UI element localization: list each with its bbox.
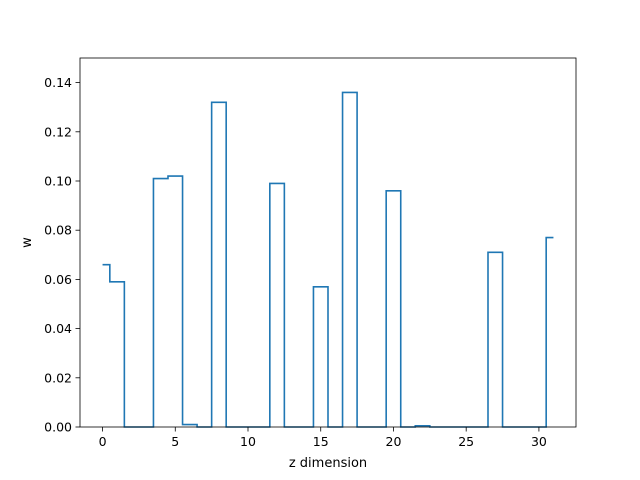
y-tick-label: 0.14: [44, 75, 72, 90]
y-axis-label: w: [20, 237, 35, 248]
x-tick-label: 25: [458, 434, 474, 449]
x-tick-label: 5: [171, 434, 179, 449]
x-axis-label: z dimension: [289, 456, 367, 471]
y-tick-label: 0.02: [44, 370, 72, 385]
x-tick-label: 15: [313, 434, 329, 449]
x-tick-label: 30: [531, 434, 547, 449]
x-tick-label: 20: [386, 434, 402, 449]
y-axis-ticks: 0.00 0.02 0.04 0.06 0.08 0.10 0.12 0.14: [44, 75, 80, 435]
y-tick-label: 0.06: [44, 272, 72, 287]
x-tick-label: 0: [99, 434, 107, 449]
plot-area: [102, 91, 554, 428]
y-tick-label: 0.08: [44, 223, 72, 238]
y-tick-label: 0.12: [44, 124, 72, 139]
axes-frame: [79, 57, 577, 428]
y-tick-label: 0.04: [44, 321, 72, 336]
series-step-line: [102, 91, 554, 428]
y-tick-label: 0.00: [44, 420, 72, 435]
x-axis-ticks: 0 5 10 15 20 25 30: [99, 427, 547, 449]
y-tick-label: 0.10: [44, 174, 72, 189]
x-tick-label: 10: [240, 434, 256, 449]
